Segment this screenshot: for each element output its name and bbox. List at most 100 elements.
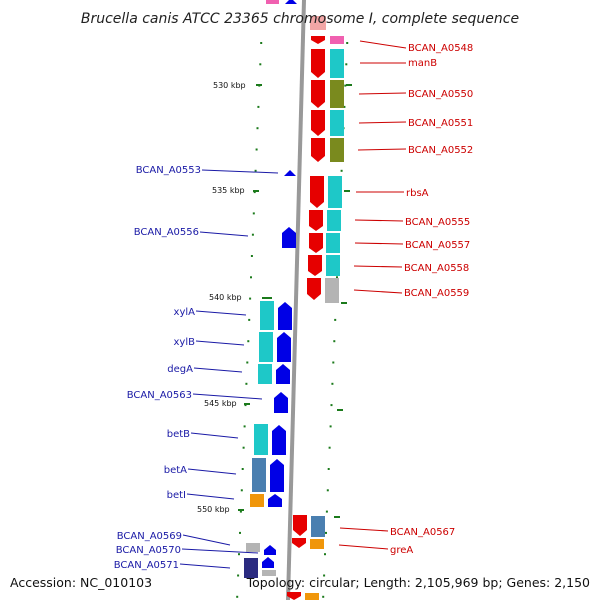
cog-bar-betA <box>252 458 266 492</box>
reverse-strand-genes <box>287 36 344 600</box>
tick-dot-right <box>328 446 331 449</box>
gene-betB <box>272 425 286 455</box>
leader-BCAN_A0559 <box>353 289 403 294</box>
tick-dot-left <box>240 489 243 492</box>
label-xylA: xylA <box>174 307 196 318</box>
cog-bar-BCAN_A0552 <box>330 138 344 162</box>
tick-dot-right <box>325 531 327 534</box>
tick-dot-right <box>322 595 325 598</box>
tick-dot-left <box>252 212 255 215</box>
tick-dot-left <box>237 574 240 577</box>
cog-bar-BCAN_A0548 <box>330 36 344 44</box>
cog-bar-BCAN_A0550 <box>330 80 344 108</box>
scale-tick-540 <box>262 297 272 299</box>
leader-BCAN_A0569 <box>182 534 231 546</box>
scale-labels: 530 kbp 535 kbp 540 kbp 545 kbp 550 kbp <box>197 81 246 514</box>
cog-bar-BCAN_A0558 <box>326 255 340 276</box>
leader-xylB <box>195 340 245 346</box>
leader-BCAN_A0558 <box>353 265 403 268</box>
gene-BCAN_A0563 <box>274 392 288 413</box>
tick-dot-left <box>236 595 239 598</box>
leader-BCAN_A0551 <box>358 121 407 124</box>
tick-dot-left <box>256 127 259 130</box>
leader-betA <box>187 468 237 475</box>
tick-dot-left <box>243 425 246 428</box>
leader-betB <box>190 432 239 439</box>
gene-BCAN_A0548 <box>311 36 325 44</box>
tick-dot-left <box>239 531 241 534</box>
tick-dot-left <box>248 318 251 321</box>
label-BCAN_A0550: BCAN_A0550 <box>408 89 473 100</box>
label-BCAN_A0552: BCAN_A0552 <box>408 145 473 156</box>
tick-dot-left <box>250 255 253 257</box>
tick-dot-right <box>345 63 348 66</box>
gene-BCAN_A0557 <box>309 233 323 253</box>
scale-label-535: 535 kbp <box>212 186 245 195</box>
label-BCAN_A0558: BCAN_A0558 <box>404 263 469 274</box>
label-BCAN_A0571: BCAN_A0571 <box>114 560 179 571</box>
tick-dot-left <box>238 553 240 556</box>
tick-dot-left <box>239 510 242 513</box>
chromosome-backbone <box>286 0 306 600</box>
tick-dot-left <box>242 446 245 449</box>
gene-BCAN_A0558 <box>308 255 322 276</box>
gene-xylB <box>277 332 291 362</box>
scale-label-540: 540 kbp <box>209 293 242 302</box>
gene-BCAN_A0571 <box>262 557 274 568</box>
partial-feature-top-left <box>266 0 279 4</box>
leader-BCAN_A0567 <box>339 527 389 532</box>
left-leader-lines <box>179 169 279 569</box>
partial-gene-top-right <box>310 16 326 30</box>
gene-BCAN_A0552 <box>311 138 325 162</box>
label-BCAN_A0555: BCAN_A0555 <box>405 217 470 228</box>
cog-bar-xylB <box>259 332 273 362</box>
left-gene-labels: BCAN_A0553 BCAN_A0556 xylA xylB degA BCA… <box>114 165 201 571</box>
gene-BCAN_A0570 <box>264 545 276 555</box>
tick-dot-left <box>250 276 252 279</box>
gene-degA <box>276 364 290 384</box>
leader-betI <box>186 493 235 500</box>
tick-dash-right <box>344 190 350 192</box>
cog-bar-BCAN_A0569 <box>246 543 260 552</box>
forward-strand-genes <box>244 170 296 578</box>
cog-bar-BCAN_A0567 <box>311 516 325 537</box>
scale-tick-545 <box>244 403 250 405</box>
scale-ticks <box>238 84 272 511</box>
scale-tick-530 <box>256 84 262 86</box>
label-manB: manB <box>408 58 437 69</box>
tick-dot-right <box>340 169 343 172</box>
gene-BCAN_A0550 <box>311 80 325 108</box>
leader-BCAN_A0552 <box>357 148 407 151</box>
tick-dot-left <box>254 169 257 172</box>
tick-dot-left <box>249 297 252 300</box>
gene-BCAN_A0551 <box>311 110 325 136</box>
tick-dot-left <box>246 361 249 364</box>
label-BCAN_A0557: BCAN_A0557 <box>405 240 470 251</box>
label-betI: betI <box>167 490 186 501</box>
tick-dot-right <box>336 276 338 279</box>
label-BCAN_A0570: BCAN_A0570 <box>116 545 181 556</box>
label-BCAN_A0559: BCAN_A0559 <box>404 288 469 299</box>
gene-manB <box>311 49 325 78</box>
tick-dot-right <box>329 425 332 428</box>
tick-dot-right <box>344 84 347 87</box>
tick-dot-left <box>255 148 258 151</box>
leader-greA <box>338 544 389 550</box>
label-degA: degA <box>167 364 193 375</box>
gene-xylA <box>278 302 292 330</box>
gene-BCAN_A0553 <box>284 170 296 176</box>
leader-BCAN_A0556 <box>199 231 249 237</box>
tick-dot-right <box>323 574 326 577</box>
cog-bar-manB <box>330 49 344 78</box>
leader-degA <box>193 367 243 373</box>
tick-dot-right <box>333 340 336 343</box>
gene-BCAN_A0555 <box>309 210 323 231</box>
tick-dot-left <box>247 340 250 343</box>
cog-bar-BCAN_A0559 <box>325 278 339 303</box>
leader-BCAN_A0550 <box>358 92 407 95</box>
tick-dash-right <box>341 302 347 304</box>
gene-BCAN_A0567 <box>293 515 307 536</box>
label-BCAN_A0569: BCAN_A0569 <box>117 531 182 542</box>
tick-dot-right <box>343 105 346 108</box>
